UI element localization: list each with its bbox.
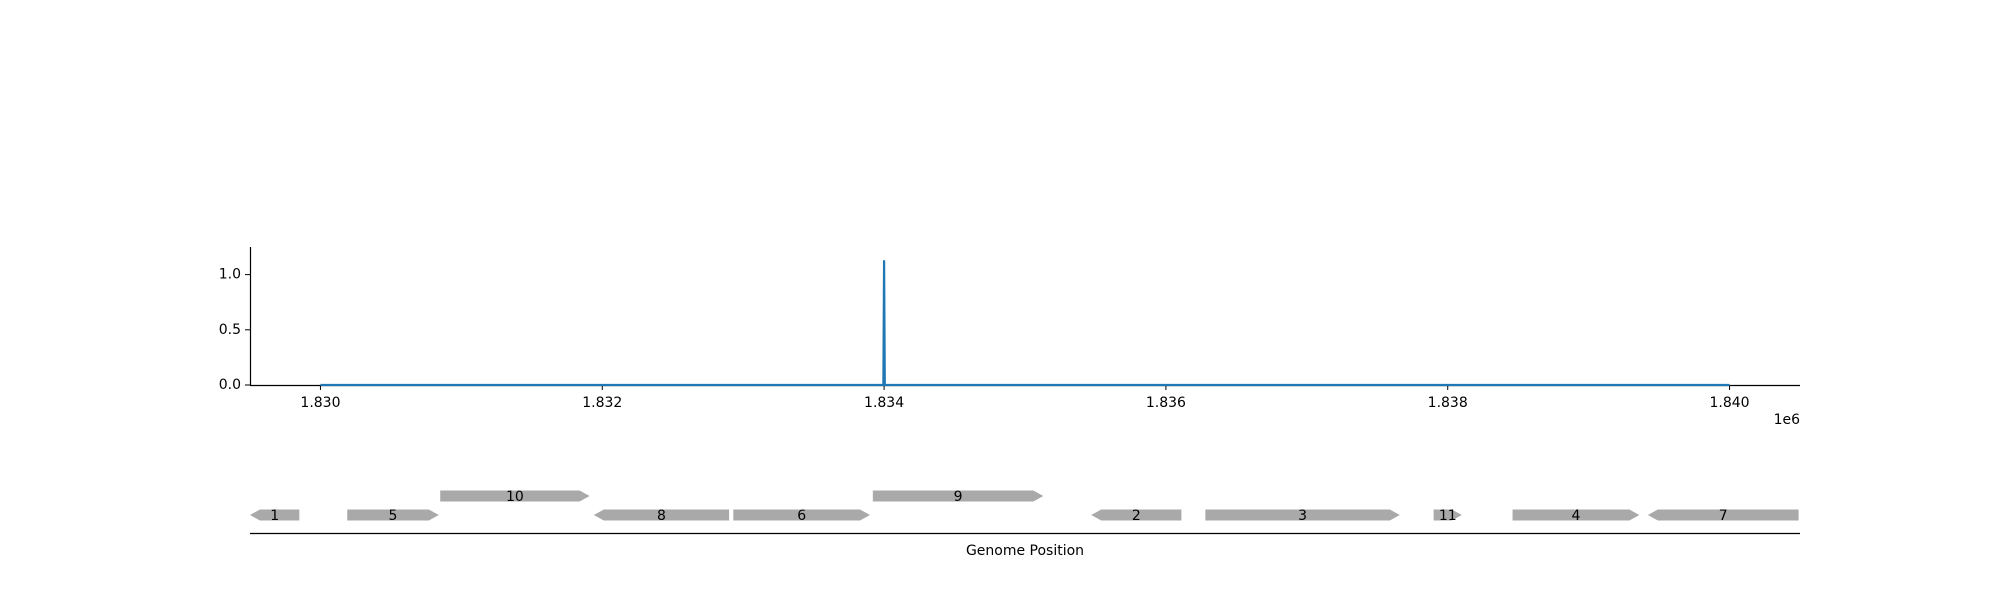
gene-arrow-9 [872,490,1044,502]
gene-arrow-8 [593,509,730,521]
gene-arrow-6 [733,509,870,521]
gene-arrow-7 [1647,509,1799,521]
gene-label-4: 4 [1571,508,1580,524]
gene-arrow-10 [440,490,590,502]
y-tick-label: 1.0 [219,267,241,283]
gene-label-6: 6 [797,508,806,524]
y-tick-label: 0.0 [219,377,241,393]
gene-arrow-4 [1512,509,1640,521]
x-tick-label: 1.832 [582,395,622,411]
x-tick-label: 1.836 [1146,395,1186,411]
gene-label-3: 3 [1298,508,1307,524]
gene-label-5: 5 [389,508,398,524]
gene-label-11: 11 [1439,508,1457,524]
gene-panel: 1 5 10 8 6 9 2 3 11 4 7 Genome Position [250,489,1800,559]
gene-arrow-3 [1205,509,1400,521]
gene-label-8: 8 [657,508,666,524]
gene-label-7: 7 [1719,508,1728,524]
x-tick-label: 1.838 [1428,395,1468,411]
gene-axis-title: Genome Position [966,543,1084,559]
x-tick-label: 1.840 [1709,395,1749,411]
gene-arrow-5 [347,509,439,521]
x-ticks: 1.830 1.832 1.834 1.836 1.838 1.840 [300,385,1750,411]
gene-label-9: 9 [954,489,963,505]
gene-label-10: 10 [506,489,524,505]
signal-series-line [320,260,1730,387]
gene-arrow-2 [1091,509,1182,521]
series-layer [320,260,1730,387]
x-tick-label: 1.830 [300,395,340,411]
gene-label-1: 1 [270,508,279,524]
x-offset-label: 1e6 [1774,412,1801,428]
y-tick-label: 0.5 [219,322,241,338]
y-ticks: 0.0 0.5 1.0 [219,267,250,393]
gene-arrow-11 [1433,509,1462,521]
gene-layer: 1 5 10 8 6 9 2 3 11 4 7 [250,489,1799,524]
signal-panel: 1.830 1.832 1.834 1.836 1.838 1.840 0.0 0.5 1.0… [219,247,1800,428]
gene-arrow-1 [250,509,300,521]
gene-label-2: 2 [1132,508,1141,524]
x-tick-label: 1.834 [864,395,904,411]
